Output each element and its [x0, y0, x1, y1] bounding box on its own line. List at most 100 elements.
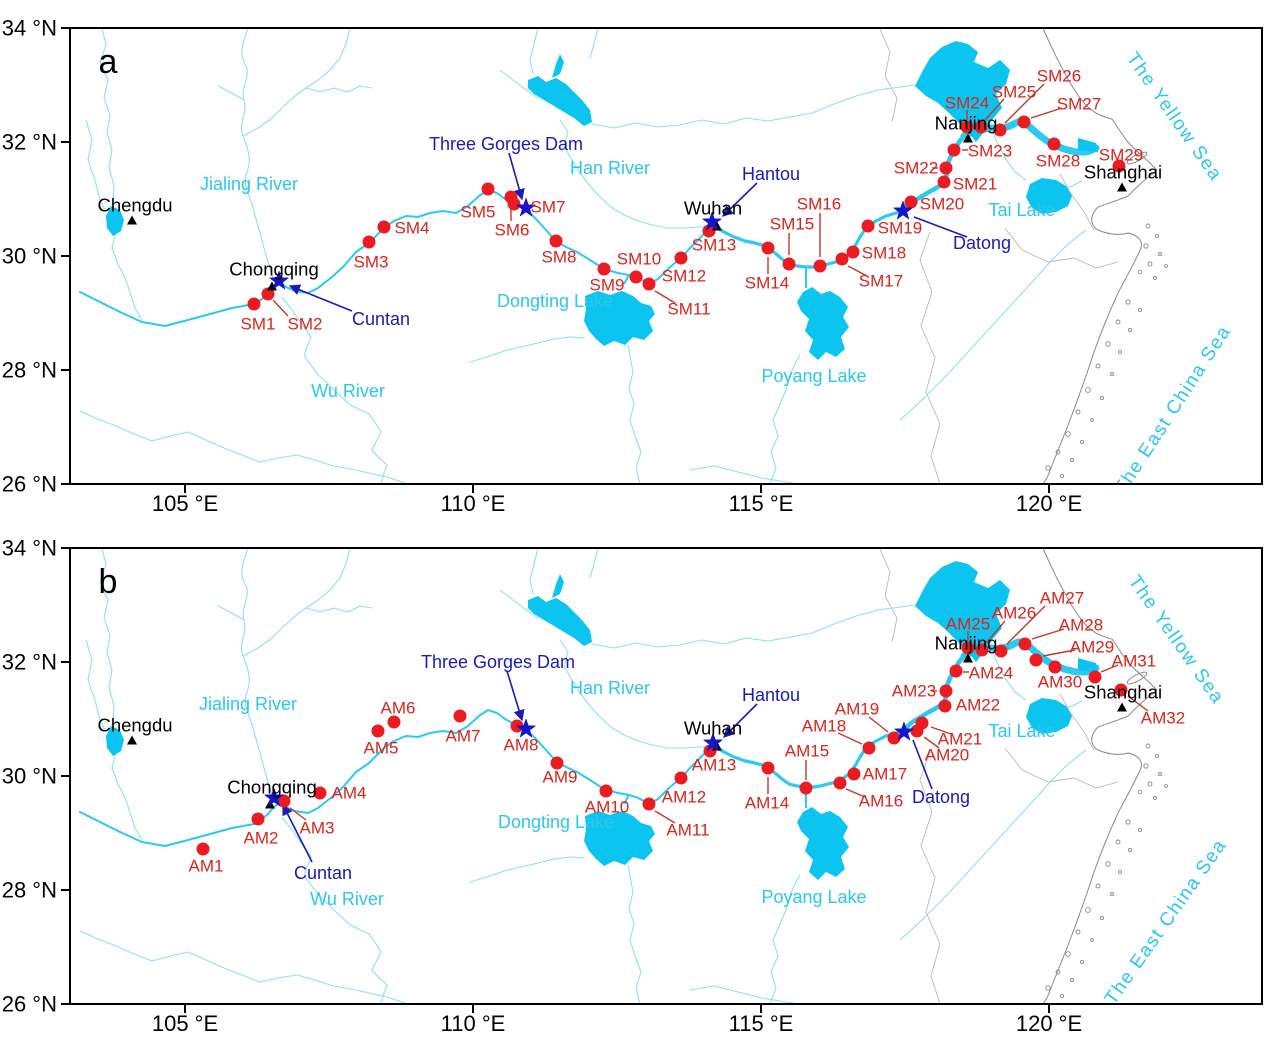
water-label-wu-river: Wu River: [310, 889, 384, 909]
site-label-sm22: SM22: [894, 159, 938, 178]
site-label-am1: AM1: [189, 857, 224, 876]
site-leader-sm17: [847, 265, 868, 277]
site-dot-am17: [847, 767, 861, 781]
city-label-nanjing: Nanjing: [935, 633, 998, 654]
city-triangle-icon-wuhan: [712, 221, 722, 231]
lat-tick-label: 26 °N: [2, 992, 57, 1017]
site-label-sm19: SM19: [878, 219, 922, 238]
site-leader-sm11: [654, 290, 676, 304]
station-star-icon-three-gorges-dam: [515, 718, 537, 738]
site-dot-sm4: [377, 220, 391, 234]
city-label-chongqing: Chongqing: [229, 259, 319, 280]
station-leader-cuntan: [288, 284, 353, 312]
station-label-cuntan: Cuntan: [294, 863, 352, 883]
panel-b: Jialing River Han River Dongting Lake Poyan…: [2, 536, 1263, 1036]
lon-tick-label: 120 °E: [1016, 1011, 1082, 1036]
site-dot-sm21: [937, 175, 951, 189]
city-triangle-icon-chengdu: [127, 735, 137, 745]
city-label-chongqing: Chongqing: [227, 777, 317, 798]
site-label-sm4: SM4: [395, 219, 430, 238]
site-label-am12: AM12: [662, 788, 706, 807]
station-label-three-gorges-dam: Three Gorges Dam: [429, 134, 583, 154]
site-label-sm14: SM14: [745, 274, 789, 293]
site-label-sm2: SM2: [288, 315, 323, 334]
water-label-wu-river: Wu River: [311, 381, 385, 401]
water-label-jialing-river: Jialing River: [199, 694, 297, 714]
site-label-sm9: SM9: [590, 276, 625, 295]
site-dot-sm24: [960, 120, 974, 134]
site-dot-sm7: [507, 197, 521, 211]
site-label-am16: AM16: [859, 792, 903, 811]
site-dot-am9: [550, 756, 564, 770]
site-dot-am11: [642, 797, 656, 811]
site-label-am25: AM25: [946, 615, 990, 634]
lon-tick-label: 105 °E: [152, 491, 218, 516]
lat-tick-label: 32 °N: [2, 650, 57, 675]
site-dot-sm13: [702, 224, 716, 238]
site-dot-sm14: [761, 241, 775, 255]
city-triangle-icon-nanjing: [963, 653, 973, 663]
site-label-am4: AM4: [332, 784, 367, 803]
site-label-sm3: SM3: [354, 253, 389, 272]
site-label-sm10: SM10: [617, 250, 661, 269]
site-leader-am27: [1006, 605, 1046, 645]
site-dot-sm25: [974, 120, 988, 134]
station-star-icon-hantou: [702, 732, 724, 752]
city-label-chengdu: Chengdu: [97, 195, 172, 216]
site-label-am24: AM24: [969, 664, 1013, 683]
site-leader-am31: [1100, 664, 1119, 673]
site-label-am14: AM14: [745, 794, 789, 813]
lat-tick-label: 26 °N: [2, 472, 57, 497]
site-label-am7: AM7: [446, 727, 481, 746]
city-label-chengdu: Chengdu: [97, 715, 172, 736]
station-label-cuntan: Cuntan: [352, 309, 410, 329]
site-label-sm18: SM18: [862, 244, 906, 263]
site-dot-am27: [994, 644, 1008, 658]
site-label-am20: AM20: [925, 746, 969, 765]
site-label-am9: AM9: [543, 768, 578, 787]
lat-tick-label: 30 °N: [2, 764, 57, 789]
lat-tick-label: 32 °N: [2, 130, 57, 155]
site-dot-sm11: [642, 277, 656, 291]
site-label-sm24: SM24: [945, 94, 989, 113]
site-dot-am29: [1029, 653, 1043, 667]
site-label-am27: AM27: [1040, 589, 1084, 608]
site-dot-sm17: [835, 252, 849, 266]
station-label-three-gorges-dam: Three Gorges Dam: [421, 652, 575, 672]
lat-tick-label: 30 °N: [2, 244, 57, 269]
station-star-icon-cuntan: [268, 270, 290, 290]
site-dot-sm20: [904, 195, 918, 209]
water-label-tai-lake: Tai Lake: [988, 200, 1055, 220]
site-label-sm11: SM11: [667, 300, 710, 319]
site-dot-sm1: [247, 297, 261, 311]
station-label-hantou: Hantou: [742, 164, 800, 184]
site-label-am32: AM32: [1141, 709, 1185, 728]
site-dot-sm3: [362, 235, 376, 249]
water-label-han-river: Han River: [570, 678, 650, 698]
station-leader-datong: [913, 216, 968, 238]
site-leader-am16: [845, 788, 866, 798]
site-label-sm26: SM26: [1037, 67, 1081, 86]
site-dot-am6: [387, 715, 401, 729]
site-label-am30: AM30: [1038, 673, 1082, 692]
site-label-am28: AM28: [1059, 616, 1103, 635]
site-dot-am3: [277, 794, 291, 808]
site-leader-am26: [985, 620, 1006, 644]
site-dot-sm26: [993, 123, 1007, 137]
city-triangle-icon-nanjing: [963, 133, 973, 143]
lon-tick-label: 120 °E: [1016, 491, 1082, 516]
lat-tick-label: 28 °N: [2, 358, 57, 383]
site-dot-am23: [939, 684, 953, 698]
panel-letter-b: b: [99, 563, 118, 601]
site-dot-am14: [761, 761, 775, 775]
site-dot-am10: [599, 784, 613, 798]
station-star-icon-three-gorges-dam: [515, 197, 537, 217]
site-dot-sm23: [947, 143, 961, 157]
site-dot-am18: [862, 741, 876, 755]
site-dot-sm29: [1112, 159, 1126, 173]
site-dot-am28: [1018, 637, 1032, 651]
site-leader-am28: [1031, 628, 1065, 640]
site-dot-am22: [938, 699, 952, 713]
site-label-am19: AM19: [835, 700, 879, 719]
